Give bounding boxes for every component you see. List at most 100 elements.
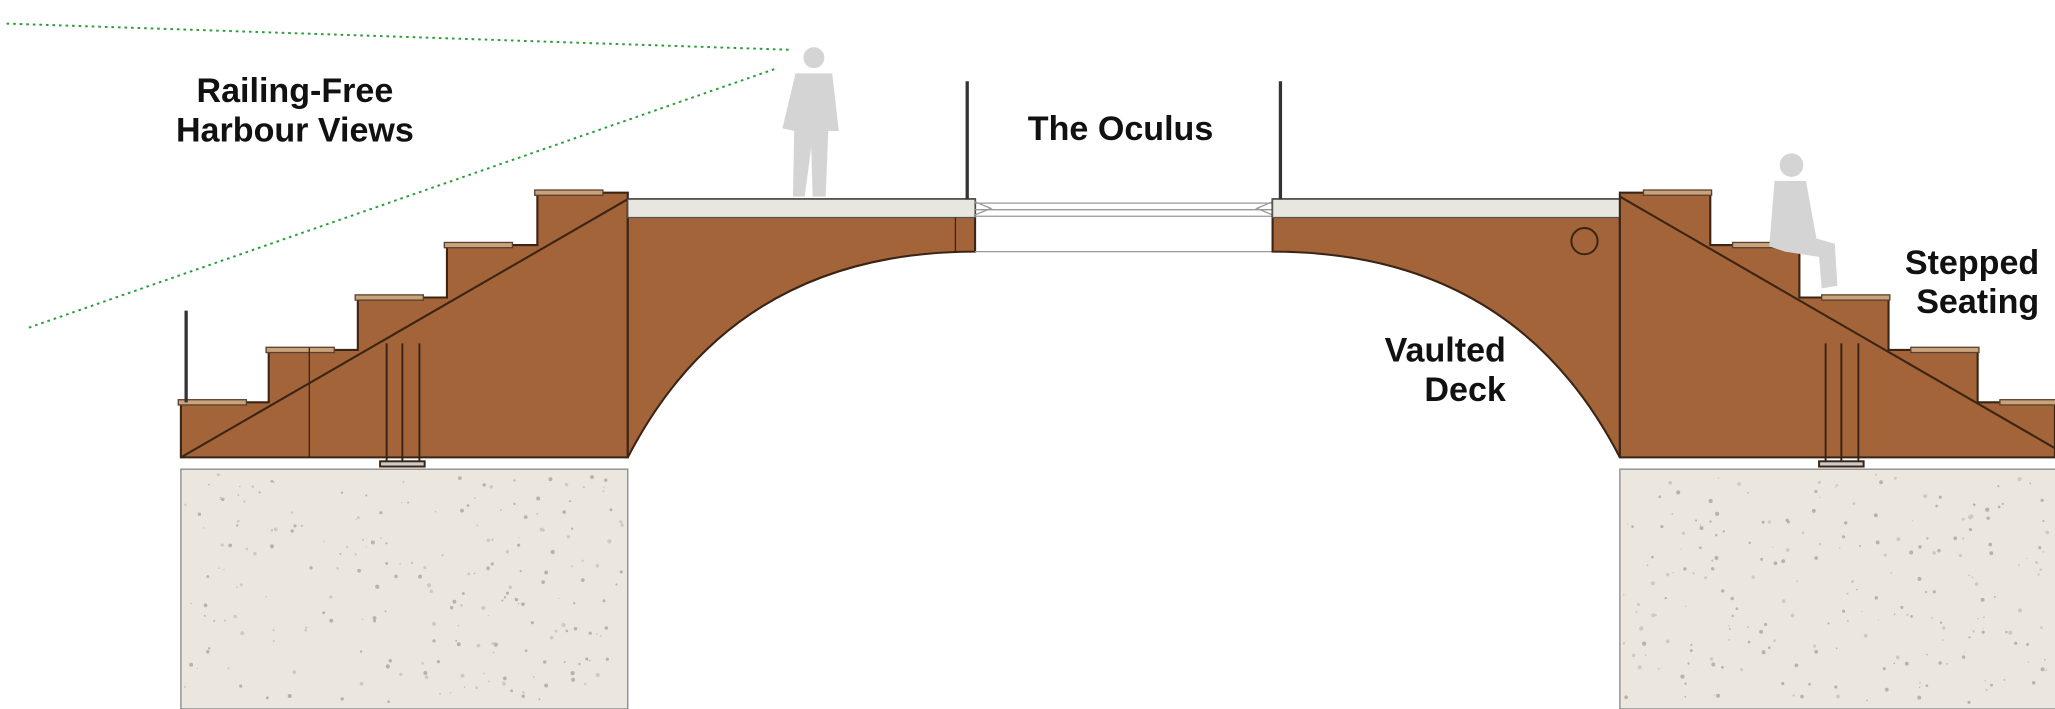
speckle — [1910, 615, 1913, 618]
speckle — [198, 513, 201, 516]
speckle — [252, 485, 255, 488]
speckle — [322, 611, 325, 614]
speckle — [550, 636, 554, 640]
speckle — [1894, 613, 1896, 615]
speckle — [1876, 540, 1880, 544]
speckle — [1791, 614, 1795, 618]
speckle — [2003, 679, 2005, 681]
speckle — [518, 537, 519, 538]
speckle — [1836, 484, 1839, 487]
speckle — [2045, 531, 2049, 535]
speckle — [1714, 556, 1718, 560]
speckle — [1926, 537, 1928, 539]
speckle — [1926, 684, 1929, 687]
speckle — [502, 682, 506, 686]
speckle — [1764, 623, 1767, 626]
speckle — [607, 539, 611, 543]
speckle — [1709, 520, 1711, 522]
speckle — [589, 632, 592, 635]
speckle — [2038, 546, 2041, 549]
speckle — [482, 483, 485, 486]
speckle — [1639, 626, 1643, 630]
oculus-glass — [975, 202, 1272, 252]
speckle — [1624, 695, 1628, 699]
speckle — [520, 570, 522, 572]
speckle — [513, 479, 515, 481]
speckle — [491, 562, 494, 565]
speckle — [246, 548, 249, 551]
speckle — [458, 476, 462, 480]
speckle — [1938, 661, 1941, 664]
speckle — [573, 602, 575, 604]
speckle — [1718, 477, 1720, 479]
speckle — [2030, 483, 2032, 485]
speckle — [457, 642, 461, 646]
speckle — [585, 657, 588, 660]
speckle — [239, 486, 240, 487]
speckle — [273, 640, 275, 642]
speckle — [1781, 559, 1785, 563]
speckle — [293, 524, 296, 527]
speckle — [1814, 556, 1818, 560]
speckle — [243, 500, 245, 502]
speckle — [1939, 496, 1942, 499]
speckle — [399, 563, 401, 565]
speckle — [1933, 590, 1936, 593]
speckle — [1942, 626, 1945, 629]
bridge-section: Railing-Free Harbour Views The Oculus Va… — [0, 0, 2055, 709]
speckle — [464, 686, 465, 687]
speckle — [1676, 490, 1680, 494]
speckle — [2002, 503, 2004, 505]
speckle — [1668, 481, 1672, 485]
speckle — [571, 678, 575, 682]
speckle — [357, 516, 360, 519]
speckle — [432, 622, 436, 626]
speckle — [2026, 558, 2027, 559]
speckle — [555, 630, 558, 633]
speckle — [218, 567, 220, 569]
speckle — [1711, 560, 1713, 562]
speckle — [483, 673, 485, 675]
speckle — [1690, 644, 1692, 646]
speckle — [1972, 577, 1974, 579]
speckle — [329, 619, 333, 623]
speckle — [539, 698, 541, 700]
speckle — [380, 537, 382, 539]
speckle — [610, 508, 613, 511]
speckle — [450, 692, 452, 694]
speckle — [578, 663, 580, 665]
speckle — [582, 560, 584, 562]
speckle — [189, 663, 193, 667]
speckle — [1658, 668, 1660, 670]
speckle — [271, 529, 274, 532]
speckle — [1786, 519, 1789, 522]
speckle — [441, 554, 443, 556]
speckle — [1680, 675, 1684, 679]
speckle — [1875, 474, 1877, 476]
speckle — [259, 491, 261, 493]
speckle — [1940, 621, 1942, 623]
speckle — [379, 511, 382, 514]
speckle — [1969, 528, 1972, 531]
speckle — [1782, 599, 1786, 603]
speckle — [1709, 499, 1713, 503]
left-vault — [628, 199, 975, 457]
speckle — [1645, 654, 1647, 656]
speckle — [356, 519, 357, 520]
speckle — [522, 691, 525, 694]
speckle — [236, 524, 238, 526]
speckle — [1968, 575, 1969, 576]
speckle — [401, 502, 403, 504]
speckle — [1732, 615, 1734, 617]
speckle — [1762, 650, 1766, 654]
speckle — [543, 660, 546, 663]
speckle — [574, 627, 577, 630]
speckle — [206, 575, 209, 578]
speckle — [1962, 655, 1965, 658]
speckle — [288, 694, 292, 698]
speckle — [2040, 626, 2043, 629]
speckle — [221, 498, 224, 501]
speckle — [531, 621, 534, 624]
annotation-line: Deck — [1424, 371, 1505, 409]
speckle — [1994, 596, 1996, 598]
